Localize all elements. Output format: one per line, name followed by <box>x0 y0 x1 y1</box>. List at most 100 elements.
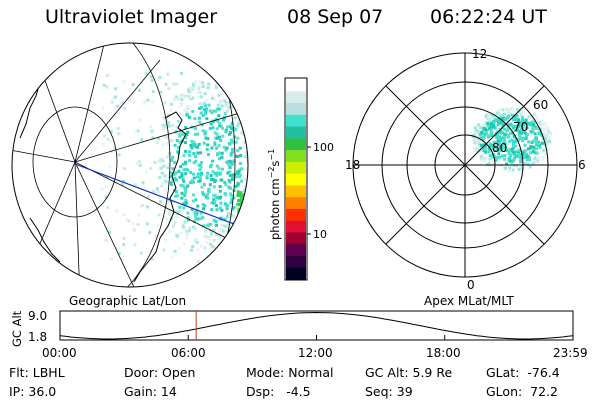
emission-pixel <box>215 164 219 168</box>
emission-pixel <box>498 135 501 139</box>
emission-pixel <box>196 175 199 179</box>
emission-pixel <box>521 127 524 131</box>
emission-pixel <box>161 159 165 163</box>
emission-pixel <box>529 145 533 149</box>
emission-pixel <box>213 131 217 135</box>
emission-pixel <box>533 151 537 155</box>
emission-pixel <box>498 116 502 120</box>
emission-pixel <box>196 204 200 208</box>
emission-pixel <box>146 194 150 198</box>
emission-pixel <box>546 125 550 129</box>
emission-pixel <box>500 136 504 140</box>
emission-pixel <box>499 113 503 117</box>
emission-pixel <box>196 248 200 252</box>
lat-label-60: 60 <box>533 98 548 112</box>
emission-pixel <box>169 171 173 175</box>
emission-pixel <box>499 131 503 135</box>
emission-pixel <box>494 148 498 152</box>
emission-pixel <box>132 228 136 232</box>
timeline-ytick-9: 9.0 <box>28 309 47 323</box>
emission-pixel <box>244 206 248 209</box>
emission-pixel <box>213 245 217 249</box>
emission-pixel <box>539 123 543 127</box>
emission-pixel <box>133 243 137 247</box>
emission-pixel <box>188 159 192 163</box>
emission-pixel <box>218 247 222 251</box>
emission-pixel <box>137 213 140 217</box>
emission-pixel <box>171 167 175 171</box>
emission-pixel <box>497 142 501 146</box>
emission-pixel <box>230 194 234 198</box>
emission-pixel <box>188 150 192 154</box>
emission-pixel <box>145 222 149 226</box>
emission-pixel <box>479 155 483 159</box>
emission-pixel <box>174 178 178 182</box>
emission-pixel <box>498 155 502 159</box>
emission-pixel <box>214 83 218 87</box>
colorbar-swatch <box>286 126 306 139</box>
emission-pixel <box>477 139 480 143</box>
lat-label-70: 70 <box>513 120 528 134</box>
emission-pixel <box>507 169 511 173</box>
emission-pixel <box>244 122 248 126</box>
emission-pixel <box>173 249 177 253</box>
emission-pixel <box>546 129 550 133</box>
emission-pixel <box>513 140 517 144</box>
orbit-track <box>74 163 248 231</box>
emission-pixel <box>203 103 207 107</box>
emission-pixel <box>189 90 193 94</box>
emission-pixel <box>203 246 207 250</box>
emission-pixel <box>503 132 507 136</box>
emission-pixel <box>102 83 106 87</box>
emission-pixel <box>224 193 228 197</box>
emission-pixel <box>122 243 126 247</box>
emission-pixel <box>199 111 203 115</box>
emission-pixel <box>159 124 163 128</box>
emission-pixel <box>123 166 126 170</box>
emission-pixel <box>476 137 480 141</box>
emission-pixel <box>528 165 532 169</box>
emission-pixel <box>205 107 208 111</box>
emission-pixel <box>232 177 236 180</box>
emission-pixel <box>235 229 239 233</box>
emission-pixel <box>487 150 491 154</box>
emission-pixel <box>240 167 244 171</box>
emission-pixel <box>520 113 524 116</box>
emission-pixel <box>223 224 227 228</box>
emission-pixel <box>190 139 194 143</box>
emission-pixel <box>185 133 189 136</box>
emission-pixel <box>246 71 248 74</box>
emission-pixel <box>144 170 148 174</box>
emission-pixel <box>144 72 148 76</box>
emission-pixel <box>182 206 186 210</box>
emission-pixel <box>511 111 515 115</box>
emission-pixel <box>479 157 483 161</box>
colorbar-swatch <box>286 196 306 209</box>
emission-pixel <box>187 229 191 233</box>
emission-pixel <box>222 241 226 245</box>
colorbar-swatch <box>286 102 306 115</box>
emission-pixel <box>532 145 536 149</box>
emission-pixel <box>503 154 507 158</box>
emission-pixel <box>236 172 240 175</box>
emission-pixel <box>194 211 198 215</box>
emission-pixel <box>488 118 491 122</box>
emission-pixel <box>503 135 506 139</box>
lat-label-80: 80 <box>492 141 507 155</box>
emission-pixel <box>122 143 126 147</box>
emission-pixel <box>214 172 217 176</box>
emission-pixel <box>191 96 195 100</box>
emission-pixel <box>238 168 242 172</box>
emission-pixel <box>537 142 540 146</box>
emission-pixel <box>513 114 517 118</box>
emission-pixel <box>173 215 177 219</box>
emission-pixel <box>242 221 246 225</box>
emission-pixel <box>242 219 246 223</box>
emission-pixel <box>201 114 205 118</box>
emission-pixel <box>515 127 519 131</box>
emission-pixel <box>534 136 538 140</box>
emission-pixel <box>163 174 167 178</box>
emission-pixel <box>542 156 546 159</box>
emission-pixel <box>195 238 198 242</box>
emission-pixel <box>486 124 490 128</box>
